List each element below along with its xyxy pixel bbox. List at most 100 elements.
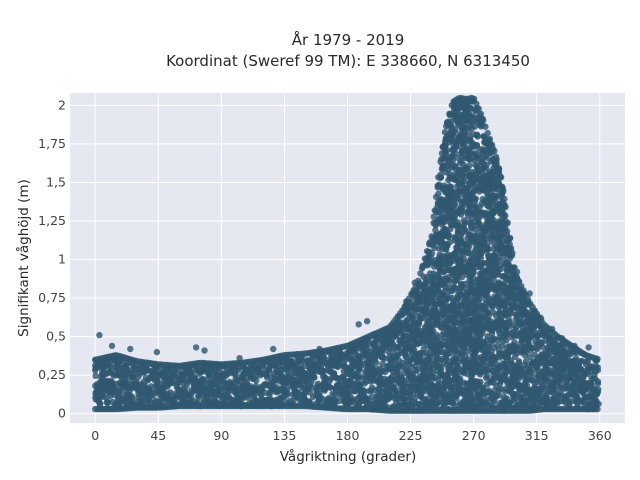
data-point [253, 377, 260, 384]
data-point [483, 366, 491, 373]
data-point [480, 117, 487, 124]
data-point [502, 203, 509, 211]
data-point [467, 328, 475, 335]
data-point [491, 147, 498, 155]
data-point [450, 400, 457, 407]
data-point [435, 190, 442, 197]
data-point [477, 371, 484, 378]
data-point [498, 232, 506, 239]
data-point [454, 194, 461, 202]
data-point [446, 238, 454, 245]
data-point [348, 397, 356, 404]
data-point [477, 378, 484, 386]
data-point [470, 268, 477, 276]
data-point [154, 381, 161, 388]
data-point [505, 260, 512, 267]
data-point [183, 381, 190, 389]
data-point [153, 376, 161, 383]
data-point [423, 395, 430, 402]
data-point [515, 359, 523, 367]
data-point [460, 255, 467, 262]
data-point [381, 355, 388, 363]
data-point [465, 156, 472, 163]
data-point [457, 166, 464, 173]
data-point [472, 307, 480, 314]
data-point [129, 393, 136, 401]
data-point [443, 147, 451, 154]
data-point [471, 95, 478, 103]
data-point [475, 105, 482, 112]
data-point [442, 287, 449, 295]
data-point [451, 201, 459, 208]
data-point [429, 275, 436, 282]
data-point [499, 343, 506, 350]
data-point [459, 180, 466, 187]
data-point [445, 232, 453, 239]
data-point [492, 192, 499, 199]
data-point [488, 141, 496, 149]
data-point [490, 337, 497, 344]
data-point [495, 257, 502, 264]
data-point [461, 219, 468, 226]
data-point [484, 129, 491, 137]
data-point [483, 373, 491, 380]
data-point [474, 133, 481, 140]
data-point [187, 369, 194, 376]
data-point [322, 359, 329, 366]
data-point [326, 384, 334, 391]
data-point [299, 357, 306, 364]
data-point [496, 392, 503, 399]
data-point [508, 310, 515, 317]
data-point [368, 393, 376, 400]
data-point [455, 359, 462, 367]
data-point [459, 273, 466, 281]
data-point [471, 123, 479, 130]
data-point [423, 279, 430, 286]
data-point [450, 283, 457, 290]
data-point [453, 395, 460, 402]
data-point [495, 165, 503, 172]
data-point [476, 203, 484, 210]
data-point [104, 399, 112, 406]
data-point [373, 359, 380, 367]
data-point [472, 195, 479, 202]
data-point [279, 373, 286, 380]
data-point [454, 219, 461, 226]
data-point [452, 144, 460, 151]
data-point [445, 177, 452, 184]
data-point [452, 126, 459, 133]
data-point [317, 359, 324, 366]
data-points [92, 94, 602, 414]
data-point [500, 188, 507, 195]
data-point [506, 234, 514, 242]
data-point [284, 390, 291, 398]
data-point [473, 100, 480, 108]
data-point [437, 174, 445, 181]
data-point [477, 255, 485, 262]
data-point [497, 265, 504, 272]
data-point [357, 362, 365, 369]
data-point [456, 375, 464, 382]
data-point [457, 260, 464, 267]
data-point [510, 397, 517, 404]
data-point [509, 249, 516, 256]
data-point [391, 386, 399, 393]
data-point [482, 123, 489, 130]
data-point [475, 219, 482, 227]
data-point [223, 369, 230, 377]
data-point [92, 372, 99, 379]
data-point [504, 219, 511, 226]
data-point [466, 203, 474, 210]
data-point [451, 149, 459, 157]
data-point [485, 246, 492, 253]
data-point [477, 110, 485, 118]
data-point [430, 213, 437, 220]
data-point [311, 374, 318, 381]
data-point [497, 173, 505, 181]
data-point [446, 170, 453, 178]
data-point [503, 265, 510, 273]
data-point [486, 135, 494, 143]
data-point [526, 371, 533, 378]
